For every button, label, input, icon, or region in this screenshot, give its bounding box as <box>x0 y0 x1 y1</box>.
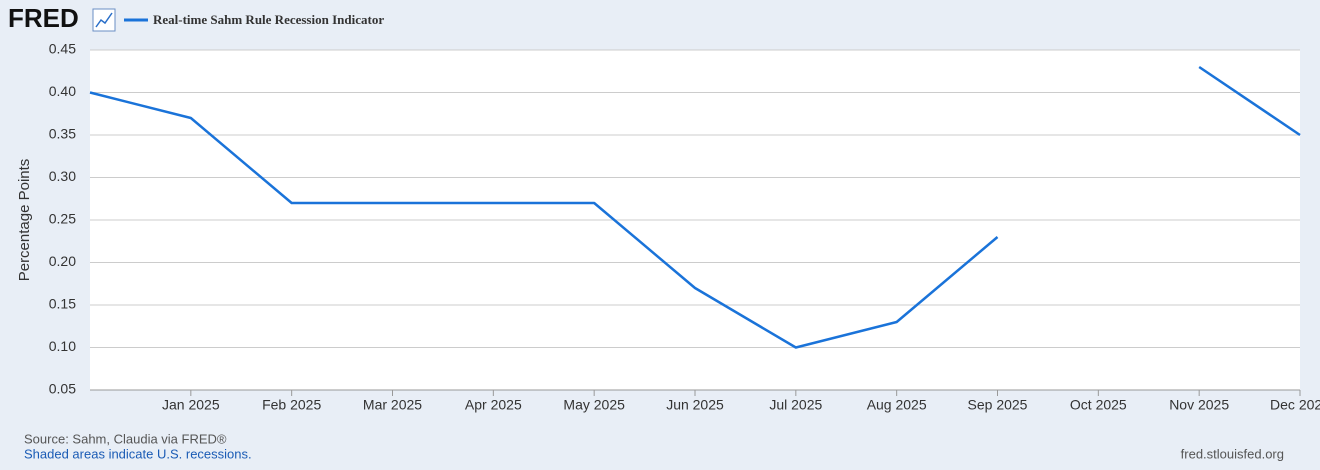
x-tick-label: Feb 2025 <box>262 397 321 413</box>
x-tick-label: Apr 2025 <box>465 397 522 413</box>
legend-label: Real-time Sahm Rule Recession Indicator <box>153 12 384 27</box>
x-tick-label: May 2025 <box>563 397 625 413</box>
x-tick-label: Nov 2025 <box>1169 397 1229 413</box>
recession-link[interactable]: Shaded areas indicate U.S. recessions. <box>24 446 252 461</box>
x-tick-label: Sep 2025 <box>968 397 1028 413</box>
y-tick-label: 0.25 <box>49 211 76 227</box>
x-tick-label: Dec 2025 <box>1270 397 1320 413</box>
logo-icon <box>92 8 116 32</box>
logo[interactable]: FRED <box>8 3 79 33</box>
y-axis-label: Percentage Points <box>16 159 33 282</box>
x-tick-label: Aug 2025 <box>867 397 927 413</box>
x-tick-label: Oct 2025 <box>1070 397 1127 413</box>
x-tick-label: Jun 2025 <box>666 397 724 413</box>
series-line <box>89 65 1301 349</box>
y-tick-label: 0.45 <box>49 41 76 57</box>
x-tick-label: Jul 2025 <box>769 397 822 413</box>
x-tick-label: Mar 2025 <box>363 397 422 413</box>
source: Source: Sahm, Claudia via FRED® <box>24 431 227 446</box>
x-tick-label: Jan 2025 <box>162 397 220 413</box>
y-tick-label: 0.40 <box>49 83 76 99</box>
y-tick-label: 0.10 <box>49 338 76 354</box>
y-tick-label: 0.35 <box>49 126 76 142</box>
url[interactable]: fred.stlouisfed.org <box>1181 446 1284 461</box>
y-tick-label: 0.15 <box>49 296 76 312</box>
y-tick-label: 0.30 <box>49 168 76 184</box>
y-tick-label: 0.20 <box>49 253 76 269</box>
y-tick-label: 0.05 <box>49 381 76 397</box>
